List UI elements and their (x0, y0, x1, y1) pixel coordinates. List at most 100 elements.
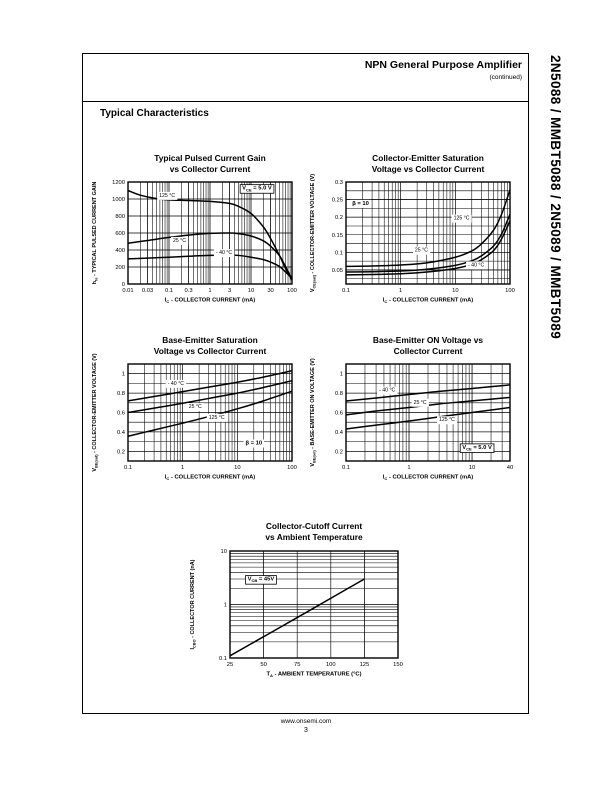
x-tick-label: 125 (360, 662, 370, 668)
x-axis-label: IC - COLLECTOR CURRENT (mA) (383, 475, 474, 482)
continued-label: (continued) (489, 74, 522, 81)
annotation-box (459, 443, 495, 453)
x-tick-label: 10 (469, 465, 475, 471)
y-tick-label: 800 (115, 214, 125, 220)
series--40 °C (127, 370, 293, 402)
x-tick-label: 100 (287, 465, 297, 471)
series-125 °C (345, 189, 511, 268)
footer-url[interactable]: www.onsemi.com (280, 718, 332, 725)
x-tick-label: 10 (248, 288, 254, 294)
curve-label: 125 °C (209, 415, 225, 421)
chart-title: Base-Emitter Saturation (162, 335, 257, 345)
series-25 °C (345, 214, 511, 273)
series--40 °C (345, 220, 511, 276)
x-axis-label: IC - COLLECTOR CURRENT (mA) (165, 475, 256, 482)
curve-label: 25 °C (414, 400, 427, 406)
chart-title: Collector-Emitter Saturation (372, 153, 484, 163)
y-tick-label: 0 (122, 282, 125, 288)
y-tick-label: 0.3 (335, 180, 343, 186)
section-title: Typical Characteristics (100, 108, 209, 119)
label-bg (206, 413, 227, 422)
x-tick-label: 150 (393, 662, 403, 668)
chart-title: Voltage vs Collector Current (154, 346, 267, 356)
chart-title: Base-Emitter ON Voltage vs (373, 335, 483, 345)
y-tick-label: 0.4 (335, 430, 344, 436)
header-divider (83, 101, 529, 102)
y-tick-label: 1 (122, 372, 125, 378)
chart-title: vs Collector Current (170, 164, 251, 174)
y-tick-label: 1 (340, 372, 343, 378)
x-tick-label: 10 (452, 288, 458, 294)
label-bg (466, 261, 487, 270)
curve-label: 25 °C (189, 404, 202, 410)
curve-label: 125 °C (159, 193, 175, 199)
series-25 °C (127, 379, 293, 414)
y-tick-label: 0.1 (219, 656, 227, 662)
annotation: β = 10 (352, 201, 369, 207)
curve-label: - 40 °C (379, 388, 395, 394)
label-bg (451, 214, 472, 223)
y-tick-label: 0.05 (332, 268, 343, 274)
x-axis-label: IC - COLLECTOR CURRENT (mA) (165, 298, 256, 305)
page-number: 3 (304, 727, 308, 734)
series--40 °C (127, 254, 293, 279)
part-numbers-sidebar: 2N5088 / MMBT5088 / 2N5089 / MMBT5089 (548, 55, 563, 340)
annotation-box (245, 575, 277, 585)
y-tick-label: 1000 (112, 197, 125, 203)
x-tick-label: 50 (260, 662, 266, 668)
curve-label: - 40 °C (216, 250, 232, 256)
x-tick-label: 100 (505, 288, 515, 294)
y-tick-label: 0.4 (117, 430, 126, 436)
x-tick-label: 0.01 (122, 288, 133, 294)
y-axis-label: ICBO - COLLECTOR CURRENT (nA) (190, 559, 197, 649)
y-tick-label: 400 (115, 248, 125, 254)
curve-label: - 40 °C (168, 381, 184, 387)
x-tick-label: 1 (399, 288, 402, 294)
y-tick-label: 1 (224, 603, 227, 609)
label-bg (412, 246, 431, 255)
y-tick-label: 0.2 (117, 449, 125, 455)
y-tick-label: 0.2 (335, 449, 343, 455)
label-bg (213, 249, 235, 258)
label-bg (243, 439, 265, 448)
y-axis-label: VBE(sat) - COLLECTOR-EMITTER VOLTAGE (V) (92, 353, 99, 471)
label-bg (170, 236, 189, 245)
x-tick-label: 0.03 (142, 288, 153, 294)
y-axis-label: hfe - TYPICAL PULSED CURRENT GAIN (92, 182, 99, 285)
y-axis-label: VBE(on) - BASE-EMITTER ON VOLTAGE (V) (310, 358, 317, 467)
x-tick-label: 1 (208, 288, 211, 294)
series--40 °C (345, 384, 511, 402)
y-tick-label: 0.1 (335, 250, 343, 256)
curve-label: 25 °C (415, 248, 428, 254)
x-tick-label: 0.3 (185, 288, 193, 294)
label-bg (157, 191, 178, 200)
grid (346, 182, 510, 284)
x-tick-label: 0.1 (342, 288, 350, 294)
y-tick-label: 0.15 (332, 233, 343, 239)
series-ICBO (229, 578, 365, 657)
chart-title: Voltage vs Collector Current (372, 164, 485, 174)
y-tick-label: 0.2 (335, 215, 343, 221)
y-tick-label: 200 (115, 265, 125, 271)
x-tick-label: 25 (227, 662, 233, 668)
y-tick-label: 0.8 (335, 391, 343, 397)
label-bg (377, 386, 398, 395)
page-title: NPN General Purpose Amplifier (364, 59, 522, 71)
x-tick-label: 40 (507, 465, 513, 471)
x-tick-label: 1 (407, 465, 410, 471)
plot-border (345, 181, 511, 285)
grid (128, 364, 292, 461)
y-tick-label: 10 (221, 549, 227, 555)
plot-border (229, 550, 399, 659)
annotation: VCE = 5.0 V (242, 186, 272, 193)
x-tick-label: 100 (326, 662, 336, 668)
curve-label: - 40 °C (468, 262, 484, 268)
chart-title: Collector Current (394, 346, 463, 356)
x-tick-label: 0.1 (165, 288, 173, 294)
label-bg (411, 398, 429, 407)
